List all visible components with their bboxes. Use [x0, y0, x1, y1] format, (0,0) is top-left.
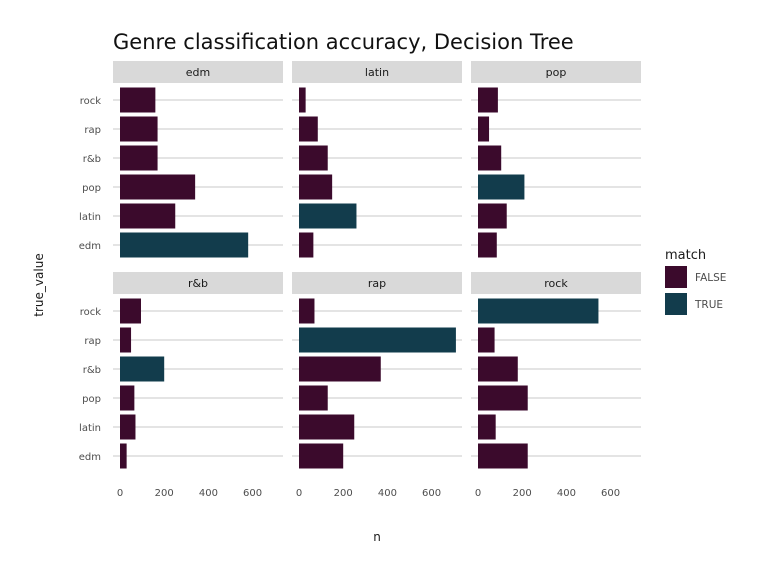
- facet-strip: [471, 61, 641, 83]
- bar-randb-rock: [120, 298, 141, 324]
- x-tick-label: 0: [475, 488, 481, 499]
- bar-pop-randb: [478, 145, 502, 171]
- legend-key-true: [665, 293, 687, 315]
- bar-pop-rock: [478, 87, 498, 113]
- x-tick-label: 200: [513, 488, 532, 499]
- bar-edm-rock: [120, 87, 156, 113]
- legend-label-false: FALSE: [695, 272, 726, 284]
- x-tick-label: 400: [557, 488, 576, 499]
- bar-rock-rock: [478, 298, 599, 324]
- bar-latin-rap: [299, 116, 318, 142]
- bar-randb-randb: [120, 356, 165, 382]
- facet-strip: [113, 61, 283, 83]
- facet-panel-rock: rock 0 200 400 600: [471, 272, 641, 499]
- bar-edm-randb: [120, 145, 158, 171]
- y-tick-label: rock: [80, 96, 102, 107]
- y-tick-label: pop: [82, 394, 101, 405]
- y-tick-label: pop: [82, 183, 101, 194]
- bar-latin-rock: [299, 87, 306, 113]
- bar-latin-randb: [299, 145, 328, 171]
- y-tick-label: r&b: [83, 154, 101, 165]
- bar-rap-rap: [299, 327, 456, 353]
- bar-rap-rock: [299, 298, 315, 324]
- facet-strip: [292, 272, 462, 294]
- bar-rock-edm: [478, 443, 528, 469]
- bar-rock-latin: [478, 414, 496, 440]
- facet-panel-randb: r&b rock rap r&b pop latin edm 0 200 400 600: [79, 272, 283, 499]
- facet-strip-label: pop: [546, 66, 567, 79]
- x-tick-label: 400: [199, 488, 218, 499]
- facet-strip-label: rock: [544, 277, 568, 290]
- bar-rock-rap: [478, 327, 495, 353]
- bar-rap-latin: [299, 414, 355, 440]
- y-tick-label: latin: [79, 423, 101, 434]
- bar-edm-edm: [120, 232, 249, 258]
- bar-latin-edm: [299, 232, 314, 258]
- legend: match FALSE TRUE: [665, 248, 726, 315]
- facet-strip-label: rap: [368, 277, 386, 290]
- bar-pop-latin: [478, 203, 507, 229]
- facet-panel-edm: edm rock rap r&b pop latin edm: [79, 61, 283, 258]
- bar-rap-edm: [299, 443, 344, 469]
- bar-edm-pop: [120, 174, 196, 200]
- bar-pop-pop: [478, 174, 525, 200]
- y-tick-label: latin: [79, 212, 101, 223]
- y-tick-label: rap: [84, 336, 101, 347]
- facet-strip: [113, 272, 283, 294]
- legend-key-false: [665, 266, 687, 288]
- bar-rock-pop: [478, 385, 528, 411]
- y-tick-label: rap: [84, 125, 101, 136]
- bar-edm-latin: [120, 203, 176, 229]
- y-tick-label: r&b: [83, 365, 101, 376]
- bar-latin-latin: [299, 203, 357, 229]
- x-tick-label: 200: [334, 488, 353, 499]
- x-tick-label: 600: [243, 488, 262, 499]
- x-tick-label: 0: [117, 488, 123, 499]
- legend-label-true: TRUE: [694, 299, 723, 311]
- x-tick-label: 200: [155, 488, 174, 499]
- bar-pop-edm: [478, 232, 497, 258]
- x-axis-label: n: [373, 530, 381, 544]
- facet-panel-rap: rap 0 200 400 600: [292, 272, 462, 499]
- facet-strip-label: latin: [365, 66, 389, 79]
- bar-randb-pop: [120, 385, 135, 411]
- bar-latin-pop: [299, 174, 333, 200]
- bar-randb-edm: [120, 443, 127, 469]
- chart-title: Genre classification accuracy, Decision …: [113, 30, 574, 54]
- bar-rock-randb: [478, 356, 518, 382]
- facet-strip-label: r&b: [188, 277, 208, 290]
- y-tick-label: edm: [79, 241, 101, 252]
- bar-pop-rap: [478, 116, 490, 142]
- bar-randb-latin: [120, 414, 136, 440]
- bar-rap-randb: [299, 356, 381, 382]
- legend-title: match: [665, 248, 706, 263]
- bar-edm-rap: [120, 116, 158, 142]
- y-axis-label: true_value: [32, 253, 46, 316]
- x-tick-label: 400: [378, 488, 397, 499]
- y-tick-label: edm: [79, 452, 101, 463]
- y-tick-label: rock: [80, 307, 102, 318]
- bar-rap-pop: [299, 385, 328, 411]
- facet-panel-latin: latin: [292, 61, 462, 258]
- x-tick-label: 600: [601, 488, 620, 499]
- facet-strip: [471, 272, 641, 294]
- facet-panel-pop: pop: [471, 61, 641, 258]
- facet-strip-label: edm: [186, 66, 210, 79]
- x-tick-label: 600: [422, 488, 441, 499]
- facet-strip: [292, 61, 462, 83]
- x-tick-label: 0: [296, 488, 302, 499]
- bar-randb-rap: [120, 327, 132, 353]
